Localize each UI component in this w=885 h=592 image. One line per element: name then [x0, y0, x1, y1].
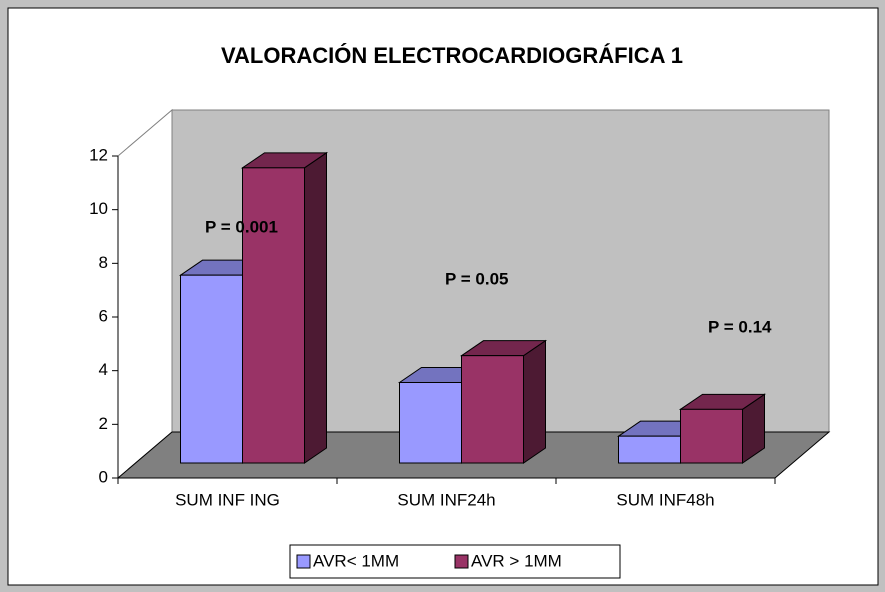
legend-swatch [454, 554, 469, 569]
x-tick-label: SUM INF ING [175, 490, 280, 509]
y-tick-label: 4 [99, 360, 108, 379]
x-tick-label: SUM INF48h [616, 490, 714, 509]
bar [242, 167, 305, 464]
legend-label: AVR > 1MM [471, 551, 562, 570]
y-tick-label: 12 [89, 145, 108, 164]
annotation: P = 0.14 [708, 317, 772, 336]
x-tick-label: SUM INF24h [397, 490, 495, 509]
legend: AVR< 1MM AVR > 1MM [289, 544, 621, 579]
bar [680, 408, 743, 464]
bar-side [523, 339, 546, 464]
bar [180, 274, 243, 464]
legend-swatch [296, 554, 311, 569]
chart-title: VALORACIÓN ELECTROCARDIOGRÁFICA 1 [221, 43, 683, 68]
legend-label: AVR< 1MM [313, 551, 399, 570]
bar [618, 435, 681, 464]
plot-area: 0 2 4 6 8 10 12 SUM INF ING SUM INF24h SUM INF48h [89, 108, 831, 509]
y-tick-label: 10 [89, 199, 108, 218]
y-tick-label: 8 [99, 253, 108, 272]
bar [461, 355, 524, 464]
y-tick-label: 0 [99, 467, 108, 486]
y-tick-label: 2 [99, 414, 108, 433]
side-wall [117, 108, 173, 480]
y-tick-label: 6 [99, 306, 108, 325]
annotation: P = 0.05 [445, 269, 509, 288]
bar [399, 382, 462, 464]
annotation: P = 0.001 [205, 217, 278, 236]
bar-side [304, 151, 327, 464]
